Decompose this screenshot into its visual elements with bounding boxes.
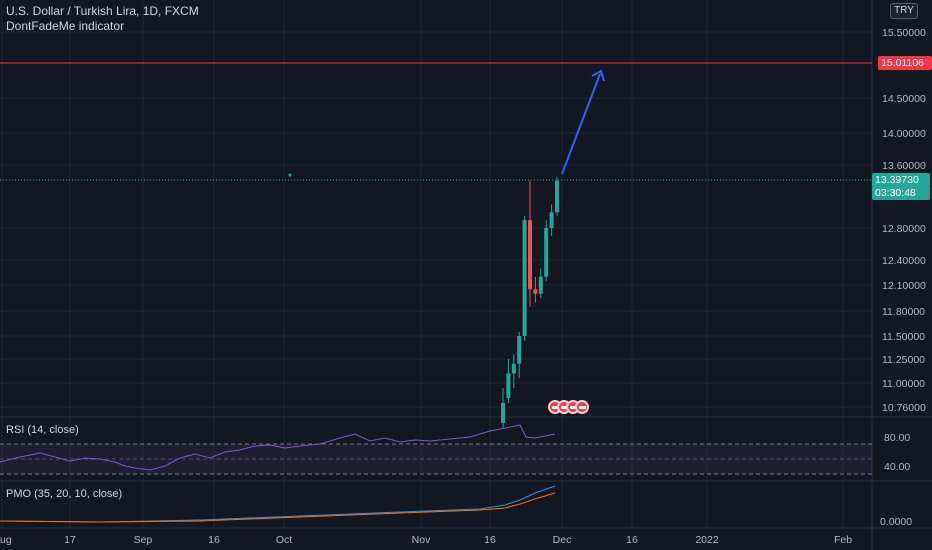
currency-button[interactable]: TRY <box>890 3 918 19</box>
pmo-slow-series <box>0 492 556 523</box>
price-axis-label: 12.40000 <box>882 255 926 267</box>
time-axis-label: 16 <box>626 534 638 546</box>
time-axis-label: Oct <box>276 534 292 546</box>
price-axis-label: 15.50000 <box>882 27 926 39</box>
candle-body <box>555 180 559 213</box>
price-axis-label: 12.10000 <box>882 280 926 292</box>
rsi-series <box>0 424 556 471</box>
flag-icon[interactable] <box>575 400 589 414</box>
chart-title[interactable]: U.S. Dollar / Turkish Lira, 1D, FXCM <box>6 4 199 18</box>
price-axis-label: 11.25000 <box>882 354 925 366</box>
countdown-tag: 03:30:48 <box>872 186 930 200</box>
time-axis-label: 16 <box>208 534 220 546</box>
last-price-tag: 13.39730 <box>872 173 930 187</box>
time-axis-label: Sep <box>134 534 153 546</box>
projection-arrow[interactable] <box>561 69 605 175</box>
price-axis-label: 10.76000 <box>882 402 926 414</box>
candle-body <box>549 212 554 228</box>
pmo-axis-label: 0.0000 <box>880 516 912 528</box>
candle-body <box>511 363 516 374</box>
price-axis-label: 12.80000 <box>882 223 926 235</box>
price-axis-label: 11.80000 <box>882 306 925 318</box>
time-axis-label: Nov <box>412 534 431 546</box>
price-axis-label: 14.50000 <box>882 93 926 105</box>
arrow-head <box>591 69 605 82</box>
price-axis-label: 11.00000 <box>882 378 925 390</box>
candle-body <box>506 373 511 398</box>
price-axis-label: 13.60000 <box>882 160 926 172</box>
price-axis-label: 11.50000 <box>882 331 925 343</box>
rsi-axis-label: 80.00 <box>884 432 910 444</box>
arrow-shaft <box>561 73 601 175</box>
indicator-label[interactable]: DontFadeMe indicator <box>6 19 125 33</box>
time-axis-label: 16 <box>484 534 496 546</box>
candle-body <box>528 220 532 290</box>
candle-body <box>522 220 527 336</box>
price-axis[interactable]: 15.50000 14.50000 14.00000 13.60000 12.80000… <box>880 27 926 528</box>
marker-dot <box>288 173 292 177</box>
time-axis-label: Dec <box>553 534 572 546</box>
candle-body <box>533 289 538 294</box>
rsi-axis-label: 40.00 <box>884 461 910 473</box>
rsi-line <box>0 424 556 471</box>
pmo-label[interactable]: PMO (35, 20, 10, close) <box>6 488 123 500</box>
candle-body <box>538 276 543 294</box>
candle-body <box>501 403 505 423</box>
time-axis-label: 17 <box>64 534 76 546</box>
candle-body <box>517 336 522 364</box>
rsi-label[interactable]: RSI (14, close) <box>6 424 79 436</box>
time-axis[interactable]: ug 17 Sep 16 Oct Nov 16 Dec 16 2022 Feb <box>0 534 852 546</box>
pmo-lines <box>0 485 556 523</box>
candles <box>501 176 559 428</box>
time-axis-label: ug <box>0 534 12 546</box>
time-axis-label: Feb <box>834 534 852 546</box>
candle-body <box>544 228 549 277</box>
last-price-line <box>0 173 872 181</box>
rsi-band <box>0 443 872 475</box>
price-axis-label: 14.00000 <box>882 128 926 140</box>
time-axis-label: 2022 <box>695 534 719 546</box>
resistance-price-tag: 15.01106 <box>878 56 932 70</box>
